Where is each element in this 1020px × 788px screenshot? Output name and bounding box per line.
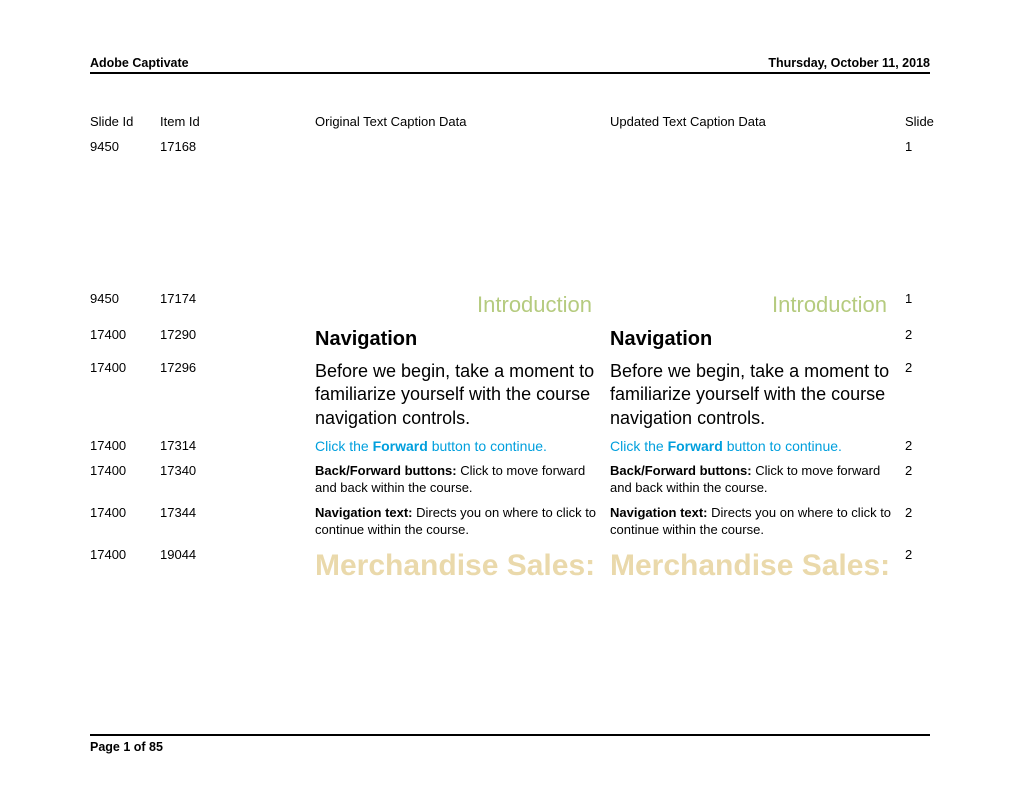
cell-original: Navigation text: Directs you on where to… [315, 501, 610, 543]
page-header: Adobe Captivate Thursday, October 11, 20… [90, 56, 930, 74]
cell-item-id: 17340 [160, 459, 315, 483]
cell-updated: Back/Forward buttons: Click to move forw… [610, 459, 905, 501]
cell-item-id: 17296 [160, 356, 315, 380]
cell-original [315, 135, 610, 143]
text-post: button to continue. [723, 438, 842, 454]
cell-updated: Navigation [610, 323, 905, 356]
col-header-slide-id: Slide Id [90, 114, 160, 135]
cell-slide: 2 [905, 434, 945, 458]
text-pre: Click the [315, 438, 373, 454]
cell-original: Click the Forward button to continue. [315, 434, 610, 460]
cell-slide: 2 [905, 323, 945, 347]
table-row: 17400 17340 Back/Forward buttons: Click … [90, 459, 930, 501]
cell-slide: 2 [905, 501, 945, 525]
table-row: 9450 17168 1 [90, 135, 930, 159]
text-bold: Forward [373, 438, 428, 454]
col-header-original: Original Text Caption Data [315, 114, 610, 135]
table-header-row: Slide Id Item Id Original Text Caption D… [90, 114, 930, 135]
cell-slide: 2 [905, 459, 945, 483]
text-pre: Click the [610, 438, 668, 454]
cell-item-id: 17314 [160, 434, 315, 458]
cell-original: Introduction [315, 287, 610, 323]
col-header-updated: Updated Text Caption Data [610, 114, 905, 135]
cell-slide-id: 17400 [90, 323, 160, 347]
cell-updated: Merchandise Sales: [610, 543, 905, 589]
cell-original: Before we begin, take a moment to famili… [315, 356, 610, 434]
table-row: 17400 17296 Before we begin, take a mome… [90, 356, 930, 434]
cell-item-id: 17290 [160, 323, 315, 347]
text-bold: Forward [668, 438, 723, 454]
cell-item-id: 17168 [160, 135, 315, 159]
cell-original: Back/Forward buttons: Click to move forw… [315, 459, 610, 501]
table-row: 17400 17344 Navigation text: Directs you… [90, 501, 930, 543]
cell-updated: Before we begin, take a moment to famili… [610, 356, 905, 434]
cell-slide-id: 9450 [90, 135, 160, 159]
col-header-item-id: Item Id [160, 114, 315, 135]
cell-slide-id: 9450 [90, 287, 160, 311]
cell-updated: Introduction [610, 287, 905, 323]
cell-slide: 1 [905, 135, 945, 159]
table-row: 17400 19044 Merchandise Sales: Merchandi… [90, 543, 930, 589]
cell-original: Navigation [315, 323, 610, 356]
cell-updated: Click the Forward button to continue. [610, 434, 905, 460]
cell-slide-id: 17400 [90, 356, 160, 380]
table-row: 17400 17314 Click the Forward button to … [90, 434, 930, 460]
cell-slide-id: 17400 [90, 543, 160, 567]
text-bold: Back/Forward buttons: [315, 463, 457, 478]
col-header-slide: Slide [905, 114, 945, 135]
cell-updated [610, 135, 905, 143]
table-row: 17400 17290 Navigation Navigation 2 [90, 323, 930, 356]
header-right: Thursday, October 11, 2018 [768, 56, 930, 70]
cell-item-id: 19044 [160, 543, 315, 567]
footer-text: Page 1 of 85 [90, 740, 163, 754]
cell-item-id: 17174 [160, 287, 315, 311]
text-bold: Navigation text: [315, 505, 413, 520]
header-left: Adobe Captivate [90, 56, 189, 70]
caption-table: Slide Id Item Id Original Text Caption D… [90, 114, 930, 588]
cell-updated: Navigation text: Directs you on where to… [610, 501, 905, 543]
text-bold: Navigation text: [610, 505, 708, 520]
cell-slide-id: 17400 [90, 501, 160, 525]
text-post: button to continue. [428, 438, 547, 454]
cell-item-id: 17344 [160, 501, 315, 525]
page-footer: Page 1 of 85 [90, 734, 930, 754]
cell-original: Merchandise Sales: [315, 543, 610, 589]
table-row: 9450 17174 Introduction Introduction 1 [90, 287, 930, 323]
cell-slide: 1 [905, 287, 945, 311]
cell-slide-id: 17400 [90, 434, 160, 458]
cell-slide-id: 17400 [90, 459, 160, 483]
row-spacer [90, 159, 930, 287]
text-bold: Back/Forward buttons: [610, 463, 752, 478]
cell-slide: 2 [905, 543, 945, 567]
cell-slide: 2 [905, 356, 945, 380]
